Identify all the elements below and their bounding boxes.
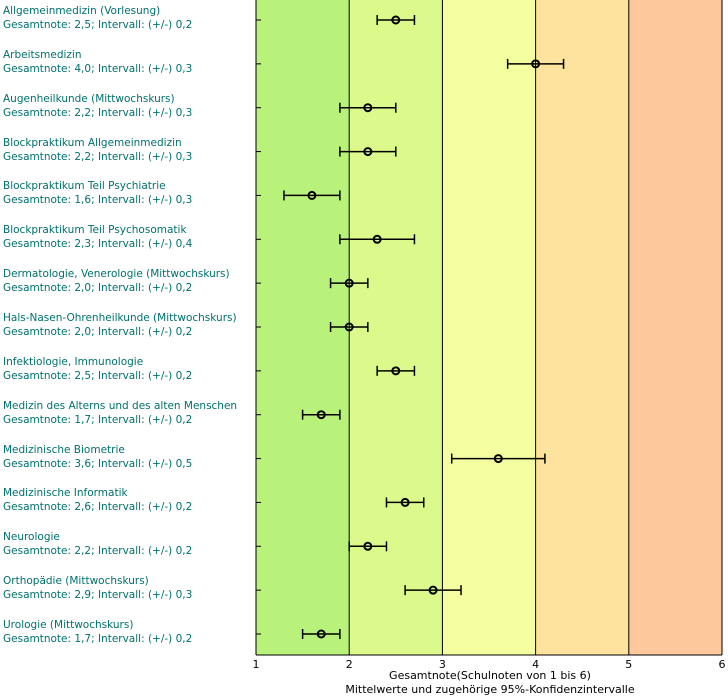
course-name: Blockpraktikum Allgemeinmedizin	[3, 136, 182, 149]
mean-marker-2	[531, 59, 541, 69]
mean-marker-4	[363, 147, 373, 157]
course-grade-detail: Gesamtnote: 2,2; Intervall: (+/-) 0,2	[3, 545, 193, 558]
mean-marker-6	[372, 234, 382, 244]
course-name: Blockpraktikum Teil Psychiatrie	[3, 180, 166, 193]
mean-marker-11	[493, 454, 503, 464]
mean-marker-3	[363, 103, 373, 113]
course-grade-detail: Gesamtnote: 2,5; Intervall: (+/-) 0,2	[3, 19, 193, 31]
row-label-1: Allgemeinmedizin (Vorlesung) Gesamtnote: …	[3, 4, 255, 32]
course-name: Urologie (Mittwochskurs)	[3, 619, 134, 631]
mean-marker-15	[316, 629, 326, 639]
course-grade-detail: Gesamtnote: 1,7; Intervall: (+/-) 0,2	[3, 413, 193, 426]
mean-marker-10	[316, 410, 326, 420]
row-label-10: Medizin des Alterns und des alten Mensch…	[3, 399, 255, 427]
row-label-5: Blockpraktikum Teil Psychiatrie Gesamtnot…	[3, 179, 255, 207]
row-label-8: Hals-Nasen-Ohrenheilkunde (Mittwochskurs…	[3, 311, 255, 339]
course-grade-detail: Gesamtnote: 2,5; Intervall: (+/-) 0,2	[3, 369, 193, 382]
course-grade-detail: Gesamtnote: 2,6; Intervall: (+/-) 0,2	[3, 501, 193, 514]
course-grade-detail: Gesamtnote: 4,0; Intervall: (+/-) 0,3	[3, 62, 193, 75]
course-name: Neurologie	[3, 531, 60, 544]
mean-marker-1	[391, 15, 401, 25]
row-label-14: Orthopädie (Mittwochskurs) Gesamtnote: 2,…	[3, 574, 255, 602]
x-tick-label-3: 3	[439, 658, 446, 671]
course-grade-detail: Gesamtnote: 2,0; Intervall: (+/-) 0,2	[3, 282, 193, 295]
row-label-2: Arbeitsmedizin Gesamtnote: 4,0; Intervall…	[3, 48, 255, 76]
row-label-6: Blockpraktikum Teil Psychosomatik Gesamtn…	[3, 223, 255, 251]
course-grade-detail: Gesamtnote: 2,2; Intervall: (+/-) 0,3	[3, 106, 193, 119]
mean-marker-8	[344, 322, 354, 332]
mean-marker-13	[363, 541, 373, 551]
course-grade-detail: Gesamtnote: 1,6; Intervall: (+/-) 0,3	[3, 194, 193, 207]
x-tick-label-6: 6	[719, 658, 726, 671]
band-4	[535, 0, 629, 655]
mean-marker-9	[391, 366, 401, 376]
course-name: Orthopädie (Mittwochskurs)	[3, 575, 149, 588]
mean-marker-7	[344, 278, 354, 288]
x-axis-title: Gesamtnote(Schulnoten von 1 bis 6)	[389, 669, 591, 682]
mean-marker-5	[307, 190, 317, 200]
row-label-3: Augenheilkunde (Mittwochskurs) Gesamtnote…	[3, 92, 255, 120]
row-label-9: Infektiologie, Immunologie Gesamtnote: 2,…	[3, 355, 255, 383]
course-name: Allgemeinmedizin (Vorlesung)	[3, 5, 161, 17]
course-name: Augenheilkunde (Mittwochskurs)	[3, 92, 175, 105]
row-label-11: Medizinische Biometrie Gesamtnote: 3,6; I…	[3, 443, 255, 471]
course-name: Infektiologie, Immunologie	[3, 355, 144, 368]
band-3	[442, 0, 536, 655]
x-tick-label-4: 4	[532, 658, 539, 671]
course-name: Blockpraktikum Teil Psychosomatik	[3, 224, 187, 237]
course-name: Medizinische Informatik	[3, 487, 128, 500]
x-tick-label-2: 2	[346, 658, 353, 671]
row-label-12: Medizinische Informatik Gesamtnote: 2,6; …	[3, 486, 255, 514]
course-grade-detail: Gesamtnote: 2,2; Intervall: (+/-) 0,3	[3, 150, 193, 163]
course-name: Medizinische Biometrie	[3, 443, 125, 456]
course-grade-detail: Gesamtnote: 2,9; Intervall: (+/-) 0,3	[3, 589, 193, 602]
course-name: Dermatologie, Venerologie (Mittwochskurs…	[3, 268, 230, 281]
course-grade-detail: Gesamtnote: 3,6; Intervall: (+/-) 0,5	[3, 457, 193, 470]
course-name: Hals-Nasen-Ohrenheilkunde (Mittwochskurs…	[3, 312, 237, 324]
x-axis-subtitle: Mittelwerte und zugehörige 95%-Konfidenz…	[345, 683, 635, 696]
mean-marker-14	[428, 585, 438, 595]
band-5	[628, 0, 722, 655]
course-grade-detail: Gesamtnote: 1,7; Intervall: (+/-) 0,2	[3, 633, 193, 645]
x-tick-label-5: 5	[625, 658, 632, 671]
mean-marker-12	[400, 497, 410, 507]
x-tick-label-1: 1	[253, 658, 260, 671]
course-grade-detail: Gesamtnote: 2,3; Intervall: (+/-) 0,4	[3, 238, 193, 251]
course-name: Arbeitsmedizin	[3, 48, 82, 61]
course-grade-detail: Gesamtnote: 2,0; Intervall: (+/-) 0,2	[3, 326, 193, 338]
course-name: Medizin des Alterns und des alten Mensch…	[3, 399, 238, 412]
row-label-7: Dermatologie, Venerologie (Mittwochskurs…	[3, 267, 255, 295]
row-label-15: Urologie (Mittwochskurs) Gesamtnote: 1,7;…	[3, 618, 255, 646]
row-label-4: Blockpraktikum Allgemeinmedizin Gesamtnot…	[3, 136, 255, 164]
row-label-13: Neurologie Gesamtnote: 2,2; Intervall: (+…	[3, 530, 255, 558]
